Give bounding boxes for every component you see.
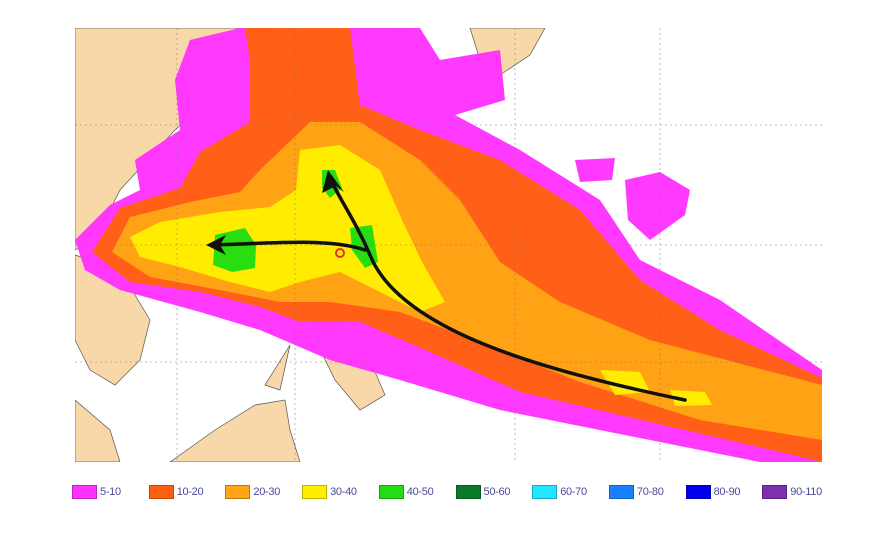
- legend-swatch: [762, 485, 788, 499]
- storm-track-main: [328, 176, 687, 402]
- legend-swatch: [608, 485, 634, 499]
- legend-item: 30-40: [302, 485, 357, 499]
- legend-item: 80-90: [685, 485, 741, 499]
- legend-label: 60-70: [560, 486, 587, 498]
- storm-track-west: [210, 240, 367, 252]
- legend-item: 60-70: [532, 485, 587, 499]
- legend-swatch: [72, 485, 97, 499]
- legend-label: 80-90: [713, 486, 741, 498]
- arrowhead-west-icon: [206, 235, 226, 255]
- legend-label: 40-50: [406, 486, 434, 498]
- rain-blob-30-40: [670, 390, 712, 406]
- legend-label: 20-30: [253, 486, 281, 498]
- legend-label: 70-80: [636, 486, 664, 498]
- arrowhead-north-icon: [322, 170, 344, 193]
- legend-label: 10-20: [176, 486, 204, 498]
- legend-label: 5-10: [100, 486, 121, 498]
- legend-item: 50-60: [455, 485, 511, 499]
- storm-center-marker: [335, 248, 345, 258]
- legend-label: 90-110: [790, 486, 822, 498]
- legend-item: 5-10: [72, 485, 121, 499]
- rainfall-legend: 5-10 10-20 20-30 30-40 40-50 50-60 60-70 70-80 8…: [72, 485, 832, 505]
- legend-item: 40-50: [378, 485, 434, 499]
- legend-swatch: [148, 485, 174, 499]
- graticule: [75, 28, 822, 462]
- legend-swatch: [225, 485, 251, 499]
- legend-label: 30-40: [330, 486, 357, 498]
- legend-swatch: [302, 485, 328, 499]
- legend-item: 90-110: [762, 485, 822, 499]
- legend-item: 20-30: [225, 485, 280, 499]
- legend-item: 10-20: [148, 485, 204, 499]
- rain-band-30-40: [130, 145, 445, 312]
- rain-core-40-50: [213, 228, 256, 272]
- legend-swatch: [685, 485, 711, 499]
- rain-blob-5-10: [625, 172, 690, 240]
- legend-swatch: [455, 485, 481, 499]
- legend-swatch: [532, 485, 558, 499]
- legend-label: 50-60: [483, 486, 511, 498]
- rain-blob-5-10: [575, 158, 615, 182]
- legend-item: 70-80: [608, 485, 664, 499]
- legend-swatch: [378, 485, 404, 499]
